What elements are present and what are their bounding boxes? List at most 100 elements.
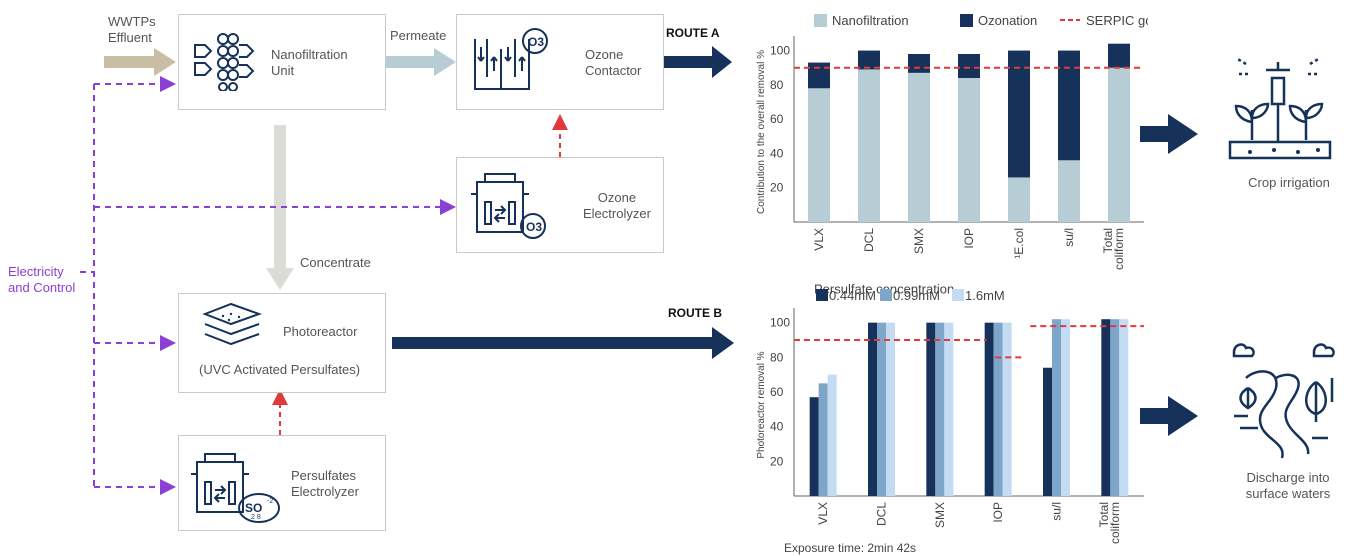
bar [935,322,945,496]
nanofiltration-label: Nanofiltration Unit [271,47,348,78]
o3-icon-text: O3 [528,35,544,49]
x-tick-label-group: su/l [1062,228,1076,247]
bar [1119,319,1129,496]
x-tick-label-group: DCL [875,502,889,526]
so-sup-text: -2 [267,498,273,505]
x-tick-label-group: DCL [862,228,876,252]
x-tick-label: SMX [933,502,947,528]
legend-swatch [960,14,973,27]
permeate-arrow [386,48,456,76]
bar-segment [958,54,980,78]
bar-segment [908,54,930,73]
effluent-label: WWTPs Effluent [108,14,156,45]
bar [984,322,994,496]
x-tick-label: VLX [816,502,830,525]
x-tick-label: SMX [912,228,926,254]
so-sub-text: 2 8 [251,514,261,521]
so-icon-text: SO [245,501,262,515]
x-tick-label: Total [1101,228,1115,253]
bar [877,322,886,496]
legend-swatch [814,14,827,27]
x-tick-label: ¹E.col [1012,228,1026,259]
bar-segment [858,50,880,70]
x-tick-label: DCL [862,228,876,252]
bar [1101,319,1111,496]
x-tick-label-group: IOP [962,228,976,249]
ozone-electrolyzer-box: O3 Ozone Electrolyzer [456,157,664,253]
route-b-arrow [392,327,734,359]
y-tick-label: 80 [770,78,784,92]
photoreactor-label: Photoreactor [283,324,358,339]
x-tick-label: IOP [991,502,1005,523]
legend-swatch [880,289,892,301]
route-b-label: ROUTE B [668,306,722,320]
x-tick-label-group: SMX [933,502,947,528]
x-tick-label: su/l [1050,502,1064,521]
x-tick-label: IOP [962,228,976,249]
x-tick-label-group: VLX [816,502,830,525]
photoreactor-sub-label: (UVC Activated Persulfates) [199,362,361,377]
nanofiltration-icon [194,33,255,91]
nanofiltration-box: Nanofiltration Unit [178,14,386,110]
bar-segment [808,62,830,89]
bar [926,322,936,496]
x-tick-label-group: ¹E.col [1012,228,1026,259]
x-tick-label: su/l [1062,228,1076,247]
persulfates-electrolyzer-label: Persulfates Electrolyzer [291,468,359,499]
route-a-chart: Nanofiltration Ozonation SERPIC goals 20 40 6… [756,13,1148,270]
y-tick-label: 60 [770,112,784,126]
bar [944,322,954,496]
x-tick-label: VLX [812,228,826,251]
ozone-electrolyzer-label: Ozone Electrolyzer [583,190,651,221]
bar [1110,319,1120,496]
legend-label: 0.44mM [829,288,876,303]
bar [993,322,1003,496]
y-tick-label: 20 [770,181,784,195]
x-tick-label: Total [1097,502,1111,527]
bar-segment [1008,177,1030,222]
bar-segment [958,78,980,222]
y-tick-label: 40 [770,420,784,434]
ozone-contactor-icon: O3 [474,28,548,90]
y-axis-label: Photoreactor removal % [756,351,767,458]
bar-segment [1008,50,1030,178]
y-tick-label: 40 [770,146,784,160]
legend-label: 0.99mM [893,288,940,303]
bar [1061,319,1070,496]
x-tick-label: coliform [1112,228,1126,270]
persulfates-electrolyzer-icon: SO 2 8 -2 [191,453,280,523]
bar [1052,319,1061,496]
route-a-arrow [664,46,732,78]
y-tick-label: 20 [770,454,784,468]
legend-label: Ozonation [978,13,1037,28]
ozone-electrolyzer-icon: O3 [471,173,546,239]
bar [868,322,877,496]
bar [1043,367,1052,496]
bar [809,397,819,496]
discharge-arrow [1140,396,1198,436]
o3-electrolyzer-text: O3 [526,220,542,234]
discharge-label: Discharge into surface waters [1245,470,1331,501]
x-tick-label: coliform [1108,502,1122,544]
bar [1002,322,1012,496]
bar-segment [908,72,930,222]
y-tick-label: 100 [770,44,790,58]
x-tick-label-group: VLX [812,228,826,251]
bar-segment [1058,50,1080,161]
irrigation-label: Crop irrigation [1248,175,1330,190]
x-axis-label: Exposure time: 2min 42s [784,541,916,555]
electricity-lines [80,76,456,495]
irrigation-icon [1228,56,1332,160]
concentrate-label: Concentrate [300,255,371,270]
y-axis-label: Contribution to the overall removal % [756,50,767,214]
legend-swatch [952,289,964,301]
legend-label: 1.6mM [965,288,1005,303]
bar-segment [1108,43,1130,68]
photoreactor-icon [202,302,262,346]
legend-label: SERPIC goals [1086,13,1148,28]
bar-segment [808,88,830,223]
